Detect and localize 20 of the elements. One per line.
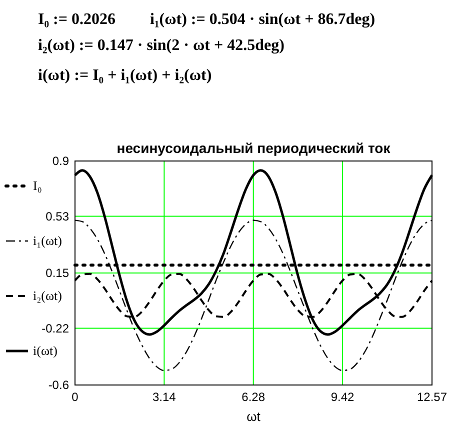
x-tick-label: 6.28	[242, 390, 266, 404]
x-tick-label: 3.14	[152, 390, 176, 404]
text: i₁(ωt) := 0.504 · sin(ωt + 86.7deg)	[150, 11, 376, 28]
x-tick-label: 12.57	[416, 390, 448, 404]
legend-label: i₂(ωt)	[33, 288, 62, 303]
legend-label: i(ωt)	[33, 343, 58, 358]
text: i(ωt) := I₀ + i₁(ωt) + i₂(ωt)	[38, 67, 212, 84]
y-tick-label: -0.6	[48, 378, 70, 392]
legend-label: i₁(ωt)	[33, 233, 62, 248]
y-tick-label: -0.22	[42, 321, 70, 336]
legend-label: I₀	[33, 178, 42, 193]
y-tick-label: 0.15	[46, 266, 70, 280]
text: i₂(ωt) := 0.147 · sin(2 · ωt + 42.5deg)	[38, 37, 284, 54]
y-tick-label: 0.9	[52, 154, 70, 168]
x-axis-title: ωt	[246, 409, 261, 424]
x-tick-label: 0	[72, 390, 79, 404]
chart-title: несинусоидальный периодический ток	[116, 140, 392, 156]
x-tick-label: 9.42	[330, 390, 355, 404]
y-tick-label: 0.53	[46, 209, 70, 224]
text: I₀ := 0.2026	[38, 11, 116, 28]
